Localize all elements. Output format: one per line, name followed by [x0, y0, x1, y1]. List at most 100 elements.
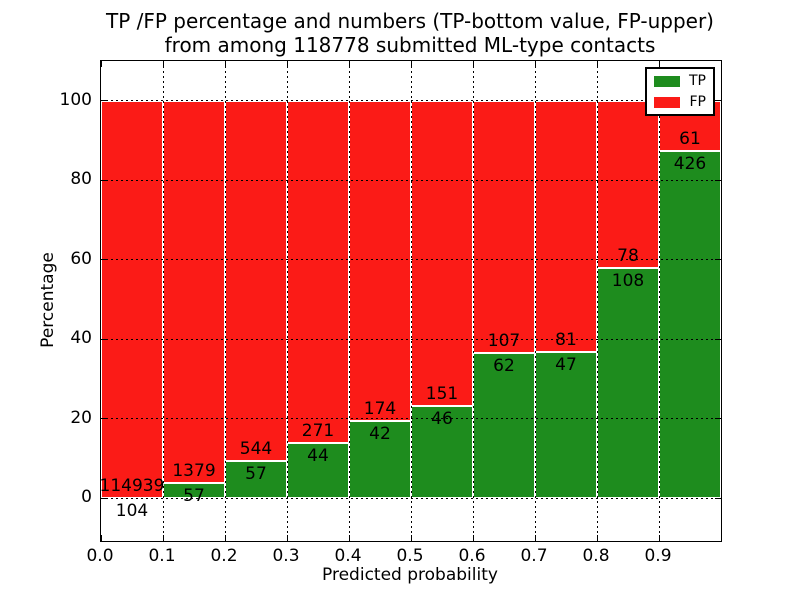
legend-entry-tp: TP: [654, 74, 706, 88]
bar-fp-segment: [225, 100, 287, 461]
y-tick-label: 100: [59, 89, 92, 110]
y-tick: [101, 338, 107, 340]
x-axis-label: Predicted probability: [322, 565, 498, 585]
fp-count-label: 151: [425, 383, 459, 404]
bar-tp-segment: [349, 421, 411, 499]
fp-count-label: 107: [487, 330, 521, 351]
gridline-vertical: [658, 61, 660, 541]
gridline-vertical: [596, 61, 598, 541]
x-tick: [658, 535, 660, 541]
fp-count-label: 78: [617, 245, 639, 266]
bar-tp-segment: [473, 352, 535, 499]
fp-count-label: 271: [301, 420, 335, 441]
tp-count-label: 62: [493, 355, 515, 376]
gridline-horizontal: [101, 179, 721, 181]
bar-fp-segment: [101, 100, 163, 499]
y-tick: [101, 179, 107, 181]
legend-entry-fp: FP: [654, 95, 706, 109]
legend-label-tp: TP: [689, 73, 706, 89]
gridline-vertical: [472, 61, 474, 541]
tp-count-label: 42: [369, 424, 391, 445]
y-tick-label: 60: [70, 248, 92, 269]
bar-tp-segment: [659, 150, 721, 499]
x-tick: [596, 535, 598, 541]
legend: TP FP: [645, 67, 715, 116]
tp-color-swatch: [654, 75, 680, 87]
x-tick-label: 0.9: [644, 546, 672, 566]
gridline-vertical: [348, 61, 350, 541]
tp-count-label: 57: [183, 485, 205, 506]
y-tick: [101, 497, 107, 499]
y-tick: [715, 418, 721, 420]
gridline-vertical: [286, 61, 288, 541]
chart-title-line1: TP /FP percentage and numbers (TP-bottom…: [106, 9, 714, 33]
bar-fp-segment: [473, 100, 535, 353]
y-tick: [101, 418, 107, 420]
y-tick-label: 20: [70, 407, 92, 428]
bar-tp-segment: [535, 352, 597, 499]
y-tick: [101, 259, 107, 261]
x-tick: [100, 535, 102, 541]
y-tick-label: 0: [81, 487, 92, 508]
gridline-vertical: [410, 61, 412, 541]
x-tick: [162, 535, 164, 541]
x-tick: [224, 535, 226, 541]
chart-title: TP /FP percentage and numbers (TP-bottom…: [90, 9, 730, 57]
gridline-vertical: [224, 61, 226, 541]
tp-count-label: 104: [115, 501, 149, 522]
gridline-horizontal: [101, 497, 721, 499]
x-tick: [472, 61, 474, 67]
bar-fp-segment: [287, 100, 349, 443]
x-tick: [658, 61, 660, 67]
x-tick: [534, 61, 536, 67]
x-tick: [224, 61, 226, 67]
gridline-horizontal: [101, 338, 721, 340]
fp-count-label: 174: [363, 399, 397, 420]
tp-count-label: 44: [307, 445, 329, 466]
x-tick-label: 0.5: [396, 546, 424, 566]
y-tick: [715, 100, 721, 102]
x-tick-label: 0.6: [458, 546, 486, 566]
fp-count-label: 81: [555, 330, 577, 351]
x-tick: [472, 535, 474, 541]
x-tick: [534, 535, 536, 541]
x-tick-label: 0.4: [334, 546, 362, 566]
y-tick: [101, 100, 107, 102]
plot-area: 114939 104 1379 57 544 57 271 44 174 42 151 46 107 62…: [100, 60, 722, 542]
y-tick: [715, 497, 721, 499]
x-tick: [286, 535, 288, 541]
x-tick: [162, 61, 164, 67]
y-tick: [715, 179, 721, 181]
bar-fp-segment: [163, 100, 225, 483]
x-tick: [410, 535, 412, 541]
tp-count-label: 47: [555, 355, 577, 376]
chart-title-line2: from among 118778 submitted ML-type cont…: [164, 33, 656, 57]
x-tick: [410, 61, 412, 67]
x-tick: [286, 61, 288, 67]
fp-count-label: 114939: [99, 476, 165, 497]
gridline-horizontal: [101, 100, 721, 102]
x-tick: [348, 535, 350, 541]
y-tick: [715, 259, 721, 261]
bar-tp-segment: [225, 460, 287, 499]
x-tick-label: 0.2: [210, 546, 238, 566]
fp-count-label: 61: [679, 128, 701, 149]
gridline-horizontal: [101, 259, 721, 261]
bar-fp-segment: [535, 100, 597, 353]
x-tick: [348, 61, 350, 67]
y-tick: [715, 338, 721, 340]
tp-count-label: 426: [673, 153, 707, 174]
tp-count-label: 46: [431, 408, 453, 429]
tp-count-label: 108: [611, 270, 645, 291]
gridline-horizontal: [101, 418, 721, 420]
legend-label-fp: FP: [689, 94, 707, 110]
fp-count-label: 544: [239, 438, 273, 459]
fp-count-label: 1379: [172, 460, 216, 481]
fp-color-swatch: [654, 96, 680, 108]
x-tick-label: 0.0: [86, 546, 114, 566]
y-tick-label: 80: [70, 169, 92, 190]
x-tick-label: 0.1: [148, 546, 176, 566]
x-tick-label: 0.3: [272, 546, 300, 566]
x-tick: [100, 61, 102, 67]
